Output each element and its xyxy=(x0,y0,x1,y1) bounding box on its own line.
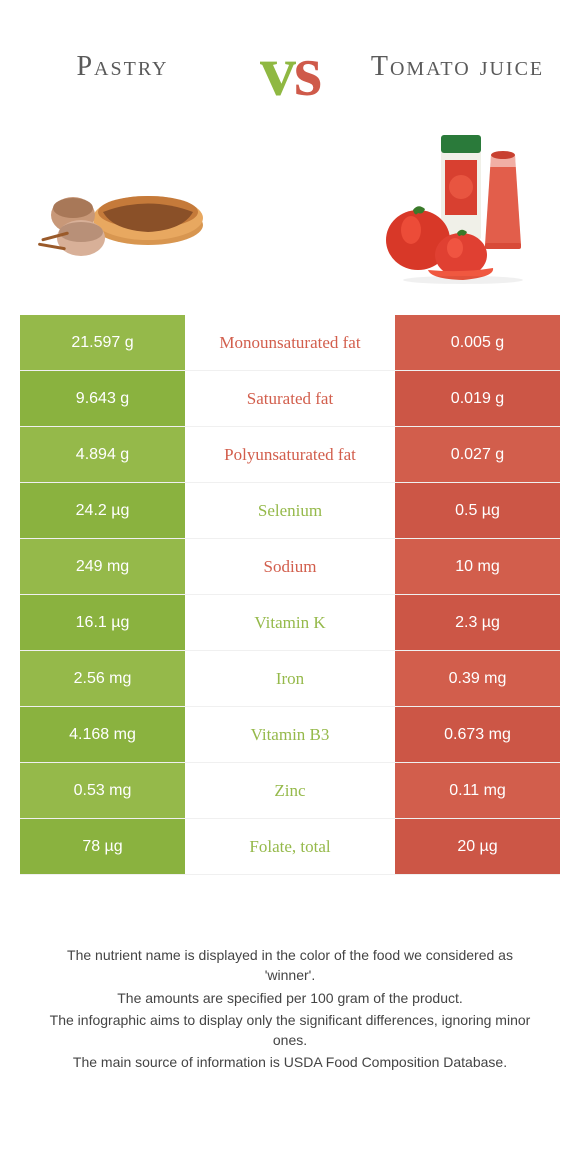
left-value: 24.2 µg xyxy=(20,483,185,538)
right-value: 0.005 g xyxy=(395,315,560,370)
left-value: 16.1 µg xyxy=(20,595,185,650)
left-food-column: Pastry xyxy=(20,30,225,285)
nutrient-label: Sodium xyxy=(185,539,395,594)
nutrient-label: Monounsaturated fat xyxy=(185,315,395,370)
table-row: 2.56 mgIron0.39 mg xyxy=(20,651,560,707)
footnotes: The nutrient name is displayed in the co… xyxy=(0,945,580,1073)
right-value: 10 mg xyxy=(395,539,560,594)
left-value: 2.56 mg xyxy=(20,651,185,706)
table-row: 4.168 mgVitamin B30.673 mg xyxy=(20,707,560,763)
nutrient-comparison-table: 21.597 gMonounsaturated fat0.005 g9.643 … xyxy=(20,315,560,875)
table-row: 9.643 gSaturated fat0.019 g xyxy=(20,371,560,427)
tomato-juice-icon xyxy=(373,125,543,285)
right-food-column: Tomato juice xyxy=(355,30,560,285)
nutrient-label: Iron xyxy=(185,651,395,706)
left-value: 0.53 mg xyxy=(20,763,185,818)
left-value: 4.894 g xyxy=(20,427,185,482)
tomato-juice-image xyxy=(355,125,560,285)
table-row: 21.597 gMonounsaturated fat0.005 g xyxy=(20,315,560,371)
right-value: 0.39 mg xyxy=(395,651,560,706)
nutrient-label: Folate, total xyxy=(185,819,395,874)
vs-v-letter: v xyxy=(260,31,294,111)
left-value: 249 mg xyxy=(20,539,185,594)
comparison-header: Pastry vs Tomato juice xyxy=(0,0,580,295)
right-value: 2.3 µg xyxy=(395,595,560,650)
right-value: 0.673 mg xyxy=(395,707,560,762)
left-value: 21.597 g xyxy=(20,315,185,370)
vs-column: vs xyxy=(225,30,355,163)
left-food-title: Pastry xyxy=(20,30,225,105)
footnote-line: The infographic aims to display only the… xyxy=(40,1010,540,1051)
right-value: 0.019 g xyxy=(395,371,560,426)
right-food-title: Tomato juice xyxy=(355,30,560,105)
left-value: 9.643 g xyxy=(20,371,185,426)
vs-label: vs xyxy=(225,30,355,113)
footnote-line: The nutrient name is displayed in the co… xyxy=(40,945,540,986)
table-row: 78 µgFolate, total20 µg xyxy=(20,819,560,875)
vs-s-letter: s xyxy=(294,31,320,111)
left-value: 4.168 mg xyxy=(20,707,185,762)
nutrient-label: Zinc xyxy=(185,763,395,818)
footnote-line: The main source of information is USDA F… xyxy=(40,1052,540,1072)
table-row: 24.2 µgSelenium0.5 µg xyxy=(20,483,560,539)
nutrient-label: Saturated fat xyxy=(185,371,395,426)
pastry-icon xyxy=(33,140,213,270)
table-row: 4.894 gPolyunsaturated fat0.027 g xyxy=(20,427,560,483)
nutrient-label: Vitamin B3 xyxy=(185,707,395,762)
pastry-image xyxy=(20,125,225,285)
right-value: 0.027 g xyxy=(395,427,560,482)
nutrient-label: Selenium xyxy=(185,483,395,538)
table-row: 16.1 µgVitamin K2.3 µg xyxy=(20,595,560,651)
footnote-line: The amounts are specified per 100 gram o… xyxy=(40,988,540,1008)
right-value: 20 µg xyxy=(395,819,560,874)
left-value: 78 µg xyxy=(20,819,185,874)
nutrient-label: Polyunsaturated fat xyxy=(185,427,395,482)
table-row: 249 mgSodium10 mg xyxy=(20,539,560,595)
right-value: 0.11 mg xyxy=(395,763,560,818)
table-row: 0.53 mgZinc0.11 mg xyxy=(20,763,560,819)
nutrient-label: Vitamin K xyxy=(185,595,395,650)
right-value: 0.5 µg xyxy=(395,483,560,538)
